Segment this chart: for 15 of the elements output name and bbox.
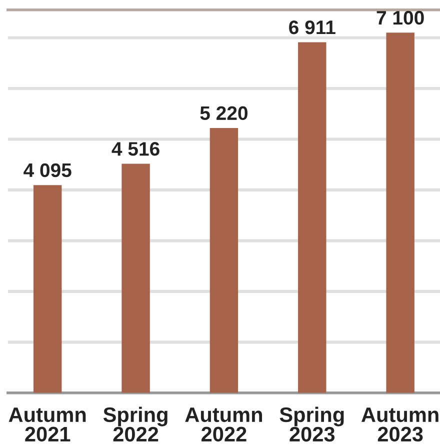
x-tick-label: Autumn 2021	[8, 408, 86, 442]
data-label: 7 100	[376, 10, 424, 25]
x-tick-label: Autumn 2022	[185, 408, 262, 442]
bar	[210, 128, 238, 393]
bar	[298, 42, 326, 393]
bar	[33, 185, 62, 393]
bar	[386, 32, 414, 393]
data-label: 5 220	[200, 106, 248, 120]
data-label: 4 095	[24, 163, 72, 178]
x-tick-label: Spring 2023	[280, 406, 344, 442]
data-label: 6 911	[289, 20, 336, 34]
data-label: 4 516	[112, 142, 160, 156]
x-tick-label: Spring 2022	[103, 406, 168, 442]
x-tick-label: Autumn 2023	[361, 408, 438, 442]
bar	[122, 164, 150, 393]
